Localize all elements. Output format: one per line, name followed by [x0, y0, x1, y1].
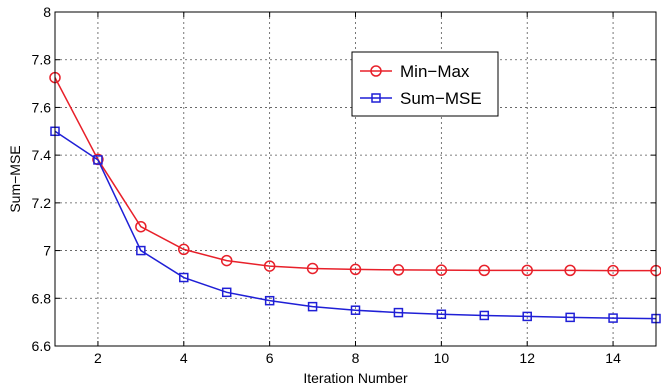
- y-tick-label: 7: [43, 243, 51, 259]
- series-sum-mse: [50, 126, 661, 324]
- data-point: [608, 313, 618, 323]
- data-point: [478, 264, 491, 277]
- data-point: [436, 309, 447, 320]
- data-point: [264, 295, 275, 306]
- x-tick-label: 12: [519, 350, 535, 366]
- legend-item: Sum−MSE: [360, 89, 482, 108]
- legend-marker: [371, 93, 381, 103]
- x-tick-label: 8: [352, 350, 360, 366]
- data-point: [350, 305, 361, 315]
- y-tick-label: 6.6: [32, 338, 52, 354]
- x-tick-label: 4: [180, 350, 188, 366]
- legend-marker: [370, 65, 382, 77]
- data-point: [263, 260, 276, 272]
- data-point: [435, 264, 448, 276]
- data-point: [306, 262, 319, 275]
- series-line: [54, 77, 656, 272]
- data-point: [179, 272, 189, 283]
- legend-item: Min−Max: [360, 62, 470, 81]
- x-tick-label: 6: [266, 350, 274, 366]
- axis-ticks: 2 4 6 8 10 12 14 6.6 6.8 7 7.2 7.4 7.6 7.8 8: [32, 4, 656, 366]
- x-tick-label: 10: [434, 350, 450, 366]
- x-axis-label: Iteration Number: [303, 370, 408, 386]
- data-point: [564, 264, 576, 277]
- y-tick-label: 6.8: [32, 290, 52, 306]
- data-point: [393, 307, 404, 318]
- x-tick-label: 14: [605, 350, 621, 366]
- legend-label: Sum−MSE: [400, 89, 482, 108]
- data-point: [307, 301, 318, 312]
- y-axis-label: Sum−MSE: [7, 145, 23, 212]
- y-tick-label: 7.4: [32, 147, 52, 163]
- data-point: [135, 220, 147, 233]
- data-point: [392, 264, 405, 276]
- data-point: [522, 311, 532, 322]
- data-point: [178, 243, 190, 256]
- data-point: [136, 245, 146, 256]
- y-tick-label: 7.6: [32, 99, 52, 115]
- data-point: [93, 155, 103, 165]
- y-tick-label: 7.8: [32, 52, 52, 68]
- data-point: [221, 287, 232, 298]
- series-line: [54, 130, 657, 320]
- data-point: [220, 254, 233, 267]
- data-point: [565, 312, 575, 323]
- data-point: [349, 263, 362, 276]
- x-tick-label: 2: [94, 350, 102, 366]
- legend-box: [351, 51, 499, 117]
- data-point: [607, 264, 619, 277]
- legend: Min−Max Sum−MSE: [351, 51, 499, 117]
- data-point: [479, 310, 490, 321]
- legend-label: Min−Max: [400, 62, 470, 81]
- y-tick-label: 8: [43, 4, 51, 20]
- data-point: [521, 264, 533, 277]
- y-tick-label: 7.2: [32, 195, 52, 211]
